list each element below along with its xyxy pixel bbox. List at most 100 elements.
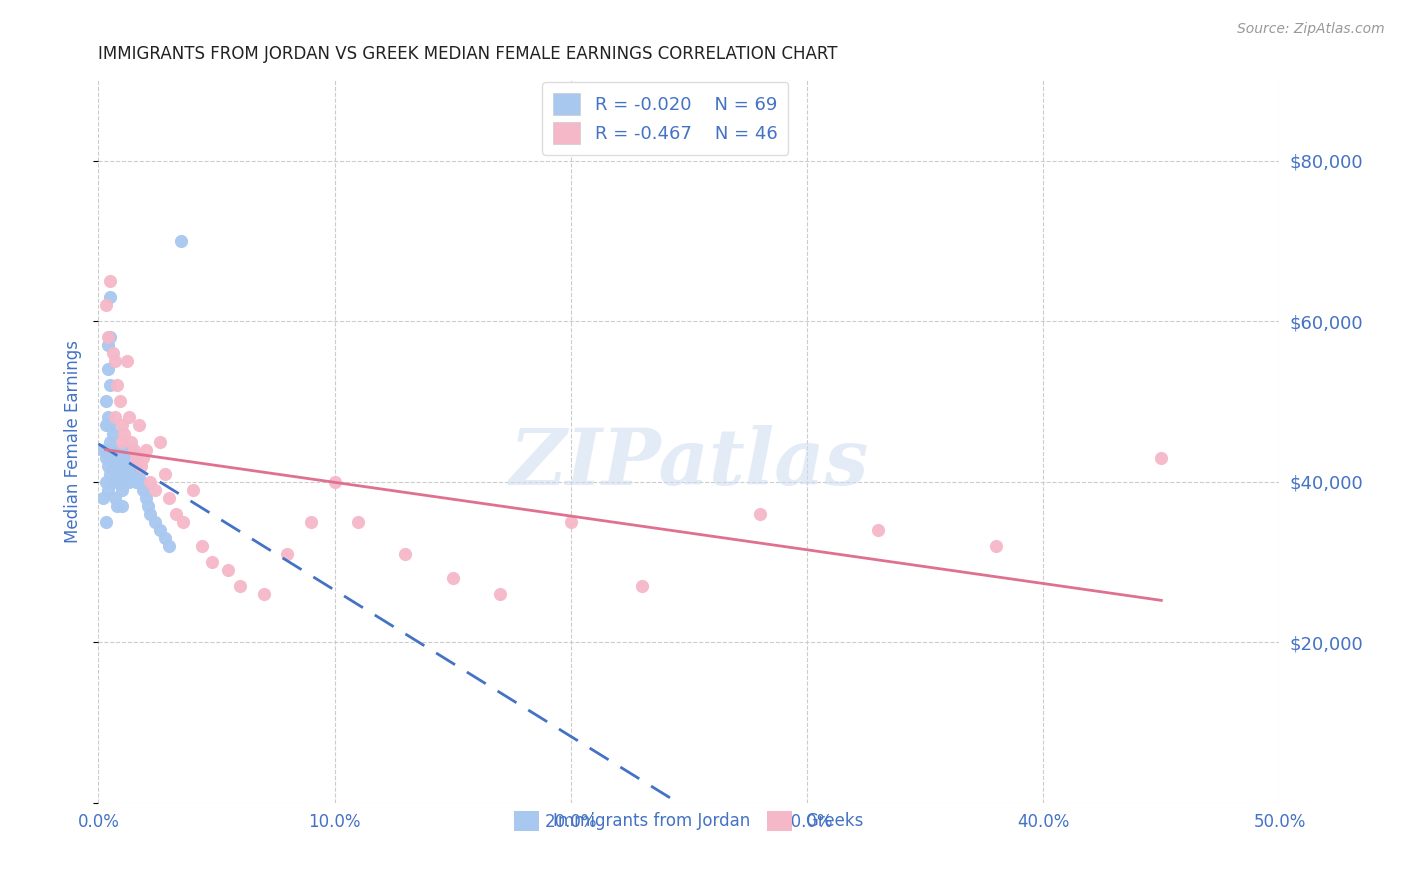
Point [143, 483, 166, 497]
Point [108, 450, 131, 465]
Point [105, 450, 128, 465]
Point [115, 354, 138, 368]
Point [229, 579, 252, 593]
Point [97, 362, 120, 376]
Point [112, 442, 135, 457]
Point [118, 458, 141, 473]
Point [101, 346, 124, 360]
Point [94, 418, 117, 433]
Point [121, 442, 143, 457]
Point [111, 467, 134, 481]
Point [118, 475, 141, 489]
Point [136, 499, 159, 513]
Point [191, 539, 214, 553]
Point [118, 450, 141, 465]
Point [104, 491, 127, 505]
Point [135, 442, 157, 457]
Text: IMMIGRANTS FROM JORDAN VS GREEK MEDIAN FEMALE EARNINGS CORRELATION CHART: IMMIGRANTS FROM JORDAN VS GREEK MEDIAN F… [98, 45, 838, 63]
Point [111, 450, 134, 465]
Point [97, 483, 120, 497]
Point [149, 434, 172, 449]
Point [101, 442, 124, 457]
Text: Source: ZipAtlas.com: Source: ZipAtlas.com [1237, 22, 1385, 37]
Point [104, 354, 127, 368]
Point [323, 475, 346, 489]
Point [111, 483, 134, 497]
Point [125, 458, 148, 473]
Point [101, 475, 124, 489]
Point [132, 483, 155, 497]
Point [97, 442, 120, 457]
Point [98, 418, 121, 433]
Point [104, 450, 127, 465]
Point [98, 330, 121, 344]
Point [253, 587, 276, 601]
Point [91, 491, 114, 505]
Point [112, 475, 135, 489]
Point [128, 467, 150, 481]
Point [153, 467, 176, 481]
Point [118, 410, 141, 425]
Point [101, 458, 124, 473]
Point [135, 491, 157, 505]
Point [217, 563, 239, 577]
Point [149, 523, 172, 537]
Point [170, 234, 193, 248]
Point [104, 450, 127, 465]
Point [98, 467, 121, 481]
Point [139, 507, 162, 521]
Point [132, 450, 155, 465]
Point [104, 467, 127, 481]
Point [299, 515, 322, 529]
Point [104, 442, 127, 457]
Point [129, 458, 152, 473]
Point [94, 394, 117, 409]
Point [128, 418, 150, 433]
Point [105, 499, 128, 513]
Point [115, 450, 138, 465]
Point [94, 298, 117, 312]
Point [112, 426, 135, 441]
Point [121, 458, 143, 473]
Point [108, 442, 131, 457]
Point [153, 531, 176, 545]
Point [115, 467, 138, 481]
Point [97, 458, 120, 473]
Point [112, 450, 135, 465]
Point [98, 290, 121, 304]
Point [347, 515, 370, 529]
Point [201, 555, 224, 569]
Point [630, 579, 652, 593]
Point [139, 475, 162, 489]
Point [489, 587, 512, 601]
Point [105, 442, 128, 457]
Point [97, 330, 120, 344]
Point [1150, 450, 1173, 465]
Point [441, 571, 464, 585]
Point [157, 539, 180, 553]
Point [115, 458, 138, 473]
Point [97, 338, 120, 352]
Point [748, 507, 770, 521]
Point [125, 475, 148, 489]
Point [97, 410, 120, 425]
Point [98, 378, 121, 392]
Point [172, 515, 194, 529]
Point [105, 378, 128, 392]
Point [98, 274, 121, 288]
Point [165, 507, 187, 521]
Point [122, 442, 145, 457]
Point [129, 475, 152, 489]
Point [984, 539, 1007, 553]
Point [101, 450, 124, 465]
Point [94, 515, 117, 529]
Point [94, 475, 117, 489]
Point [108, 475, 131, 489]
Point [105, 458, 128, 473]
Point [104, 410, 127, 425]
Point [105, 475, 128, 489]
Point [181, 483, 204, 497]
Point [111, 499, 134, 513]
Y-axis label: Median Female Earnings: Median Female Earnings [65, 340, 83, 543]
Point [143, 515, 166, 529]
